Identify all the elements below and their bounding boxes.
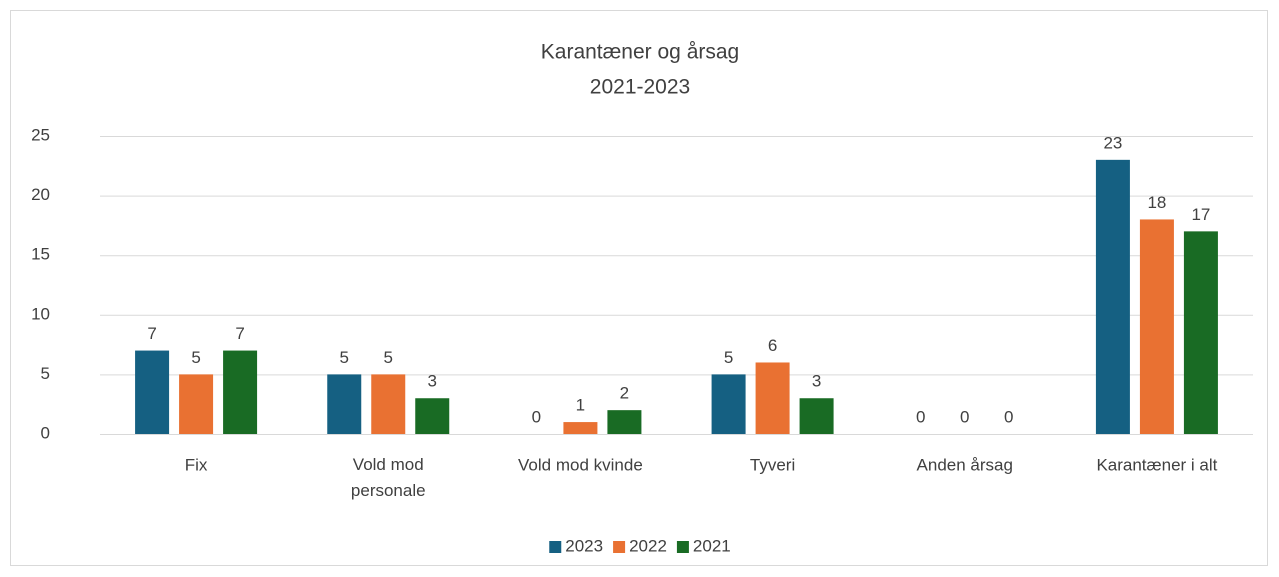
chart-subtitle: 2021-2023 — [590, 76, 690, 99]
legend-label: 2022 — [629, 536, 667, 555]
bar — [179, 374, 214, 434]
x-tick-label: Tyveri — [750, 455, 795, 474]
x-tick-label: Vold mod kvinde — [518, 455, 643, 474]
bar — [135, 350, 170, 434]
data-label: 5 — [340, 348, 349, 367]
data-label: 2 — [620, 384, 629, 403]
bar — [415, 398, 450, 434]
data-label: 5 — [384, 348, 393, 367]
data-label: 3 — [428, 372, 437, 391]
data-label: 17 — [1191, 205, 1210, 224]
bar — [607, 410, 642, 434]
legend-swatch — [549, 541, 562, 553]
y-tick-label: 10 — [31, 304, 50, 323]
data-label: 0 — [916, 407, 925, 426]
y-tick-label: 25 — [31, 125, 50, 144]
data-label: 5 — [724, 348, 733, 367]
chart-title: Karantæner og årsag — [541, 41, 739, 64]
bar — [1183, 231, 1218, 434]
bar — [755, 362, 790, 434]
bar — [1095, 159, 1130, 434]
legend-swatch — [676, 541, 689, 553]
data-label: 7 — [235, 324, 244, 343]
legend-label: 2021 — [693, 536, 731, 555]
y-tick-label: 20 — [31, 185, 50, 204]
legend-label: 2023 — [565, 536, 603, 555]
x-tick-label: Vold mod personale — [351, 455, 426, 500]
y-tick-label: 5 — [41, 364, 50, 383]
data-label: 0 — [532, 407, 541, 426]
bar — [327, 374, 362, 434]
bar — [223, 350, 258, 434]
bar — [1139, 219, 1174, 434]
y-tick-label: 15 — [31, 245, 50, 264]
data-label: 18 — [1147, 193, 1166, 212]
bar — [563, 422, 598, 434]
data-label: 6 — [768, 336, 777, 355]
data-label: 1 — [576, 396, 585, 415]
x-tick-label: Fix — [185, 455, 208, 474]
y-tick-label: 0 — [41, 423, 50, 442]
data-label: 3 — [812, 372, 821, 391]
bar — [799, 398, 834, 434]
data-label: 23 — [1103, 133, 1122, 152]
bar — [711, 374, 746, 434]
data-label: 5 — [191, 348, 200, 367]
legend-swatch — [613, 541, 626, 553]
data-label: 0 — [1004, 407, 1013, 426]
x-tick-label: Anden årsag — [917, 455, 1013, 474]
data-label: 0 — [960, 407, 969, 426]
data-label: 7 — [147, 324, 156, 343]
bar — [371, 374, 406, 434]
x-tick-label: Karantæner i alt — [1096, 455, 1217, 474]
chart-border — [10, 10, 1268, 566]
